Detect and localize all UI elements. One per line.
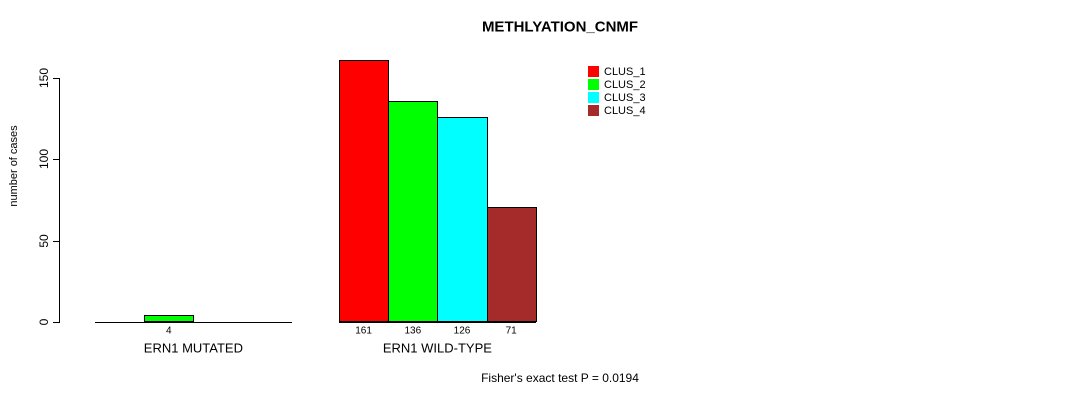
y-tick-label: 0 xyxy=(37,318,51,326)
group-baseline xyxy=(95,322,292,323)
y-axis-line xyxy=(59,78,60,323)
y-tick-label: 50 xyxy=(37,233,51,248)
legend-item-clus_3: CLUS_3 xyxy=(588,91,646,104)
bar-value-label: 71 xyxy=(505,325,517,337)
legend-swatch-icon xyxy=(588,105,599,116)
bar-clus_2-mutated xyxy=(144,315,195,322)
legend-swatch-icon xyxy=(588,66,599,77)
bar-value-label: 4 xyxy=(166,325,172,337)
category-label: ERN1 WILD-TYPE xyxy=(382,340,492,356)
bar-clus_1-wild-type xyxy=(339,60,390,322)
bar-value-label: 136 xyxy=(404,325,422,337)
bar-clus_3-wild-type xyxy=(437,117,488,322)
legend-swatch-icon xyxy=(588,92,599,103)
y-tick-label: 150 xyxy=(37,67,51,89)
bar-clus_2-wild-type xyxy=(388,100,439,322)
y-tick-mark xyxy=(53,322,59,323)
y-tick-label: 100 xyxy=(37,149,51,170)
bar-clus_4-wild-type xyxy=(486,206,537,322)
group-baseline xyxy=(339,322,536,323)
legend-label: CLUS_1 xyxy=(604,65,646,78)
legend-label: CLUS_4 xyxy=(604,104,646,117)
y-tick-mark xyxy=(53,78,59,79)
chart-title: METHLYATION_CNMF xyxy=(481,18,639,36)
legend-item-clus_1: CLUS_1 xyxy=(588,65,646,78)
bar-value-label: 126 xyxy=(453,325,471,337)
annotation-text: Fisher's exact test P = 0.0194 xyxy=(481,371,639,385)
bar-value-label: 161 xyxy=(355,325,372,337)
legend-swatch-icon xyxy=(588,79,599,90)
legend-item-clus_4: CLUS_4 xyxy=(588,104,646,117)
y-axis-title: number of cases xyxy=(8,125,20,207)
legend-label: CLUS_3 xyxy=(604,91,646,104)
y-tick-mark xyxy=(53,159,59,161)
category-label: ERN1 MUTATED xyxy=(143,340,243,356)
y-tick-mark xyxy=(53,240,59,242)
legend-label: CLUS_2 xyxy=(604,78,646,91)
legend-item-clus_2: CLUS_2 xyxy=(588,78,646,91)
